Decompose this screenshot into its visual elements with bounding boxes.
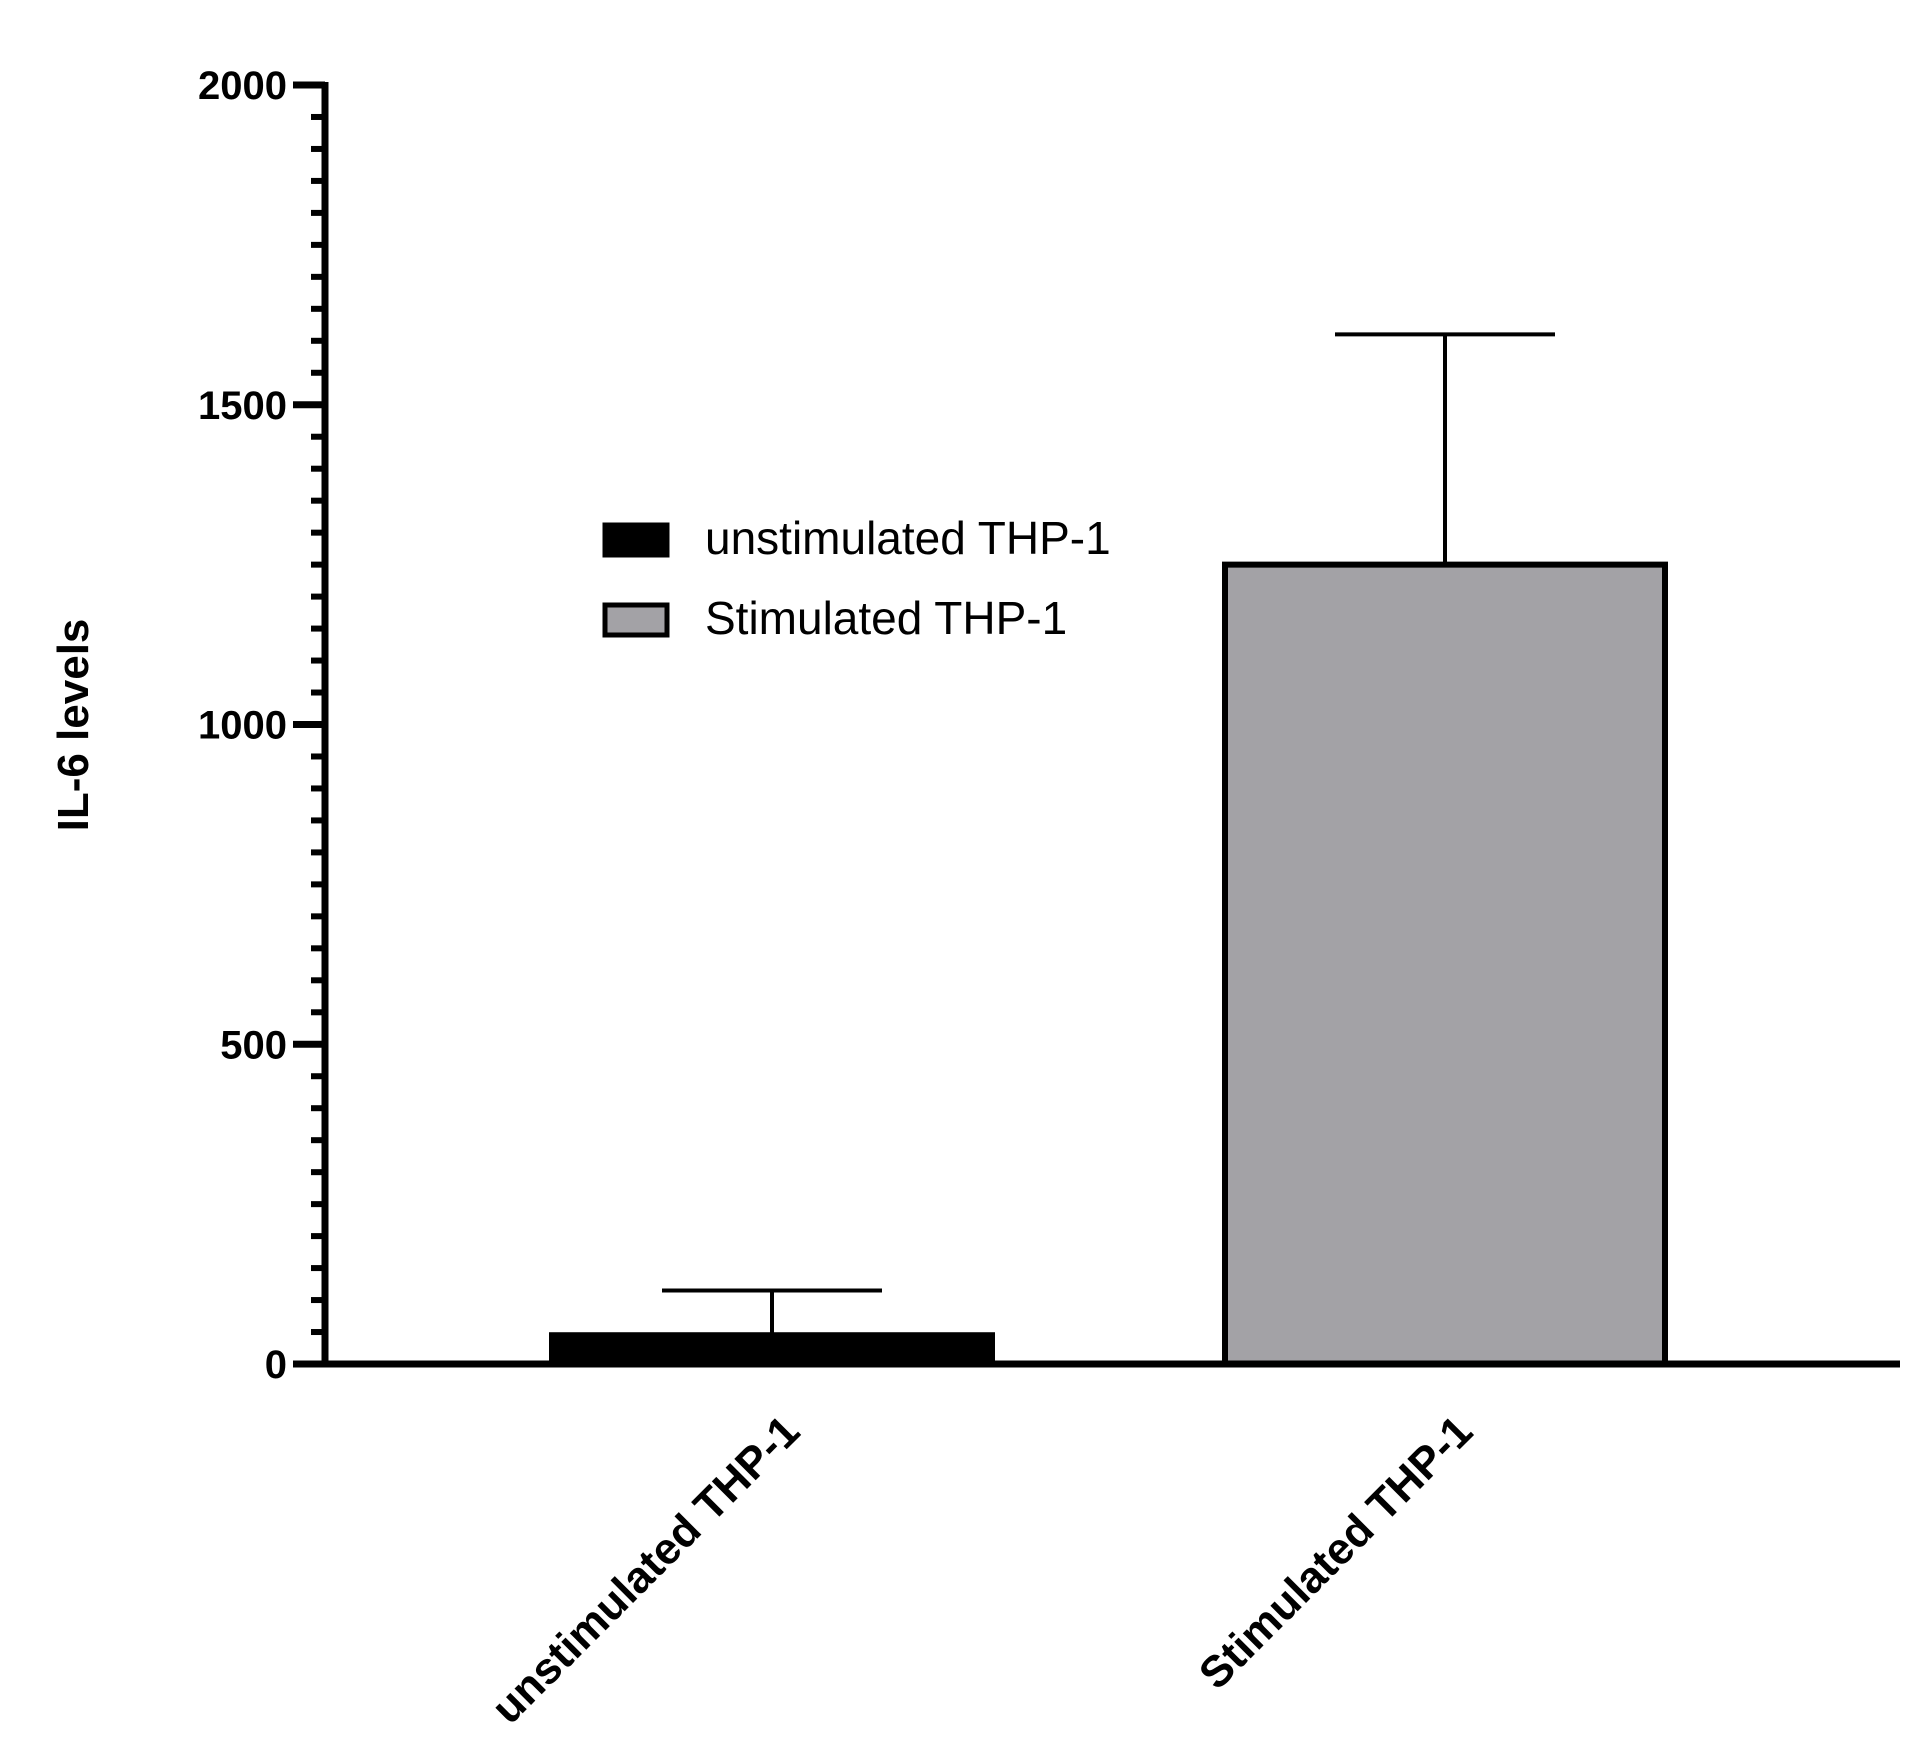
- legend-label: unstimulated THP-1: [705, 512, 1111, 564]
- x-category-label: unstimulated THP-1: [482, 1406, 809, 1733]
- category-labels-group: unstimulated THP-1 Stimulated THP-1: [482, 1406, 1482, 1733]
- ticks-group: [293, 81, 325, 1368]
- y-tick-label: 2000: [198, 64, 287, 108]
- y-tick-label: 0: [265, 1343, 287, 1387]
- legend-swatch: [602, 602, 670, 638]
- x-category-label: Stimulated THP-1: [1190, 1406, 1482, 1698]
- legend: unstimulated THP-1 Stimulated THP-1: [602, 512, 1111, 644]
- y-axis-title: IL-6 levels: [49, 619, 98, 832]
- y-tick-label: 1500: [198, 384, 287, 428]
- bar-unstimulated: [549, 1332, 995, 1368]
- tick-labels-group: 0 500 1000 1500 2000: [198, 64, 287, 1387]
- y-tick-label: 500: [220, 1023, 287, 1067]
- y-tick-label: 1000: [198, 704, 287, 748]
- bars-group: [549, 561, 1668, 1368]
- error-bars-group: [662, 332, 1555, 1336]
- bar-stimulated: [1222, 561, 1668, 1367]
- legend-label: Stimulated THP-1: [705, 592, 1067, 644]
- legend-swatch: [602, 522, 670, 558]
